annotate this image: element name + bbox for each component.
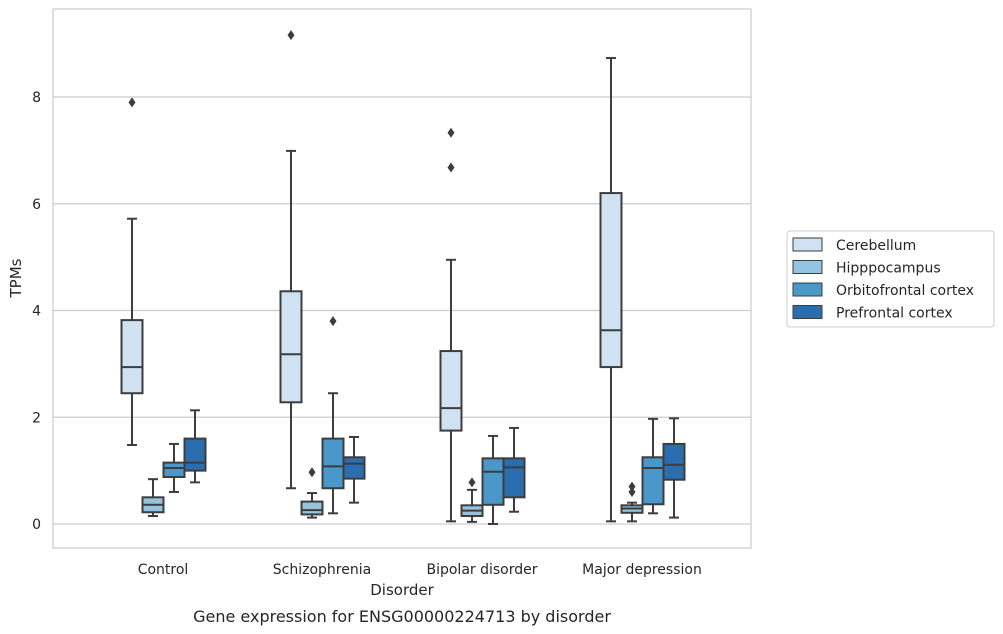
box-body: [183, 437, 207, 472]
box-body: [599, 192, 623, 369]
y-gridlines: [53, 96, 751, 525]
boxes-layer: [120, 30, 686, 525]
legend-swatch: [792, 282, 823, 297]
y-tick-label-4: 4: [32, 304, 41, 320]
box-hipppocampus-3: [460, 477, 484, 523]
outlier-point: [329, 316, 337, 327]
box-orbitofrontal-cortex-4: [641, 417, 665, 515]
y-tick-label-6: 6: [32, 197, 41, 213]
y-tick-labels: 0 2 4 6 8: [32, 90, 41, 533]
box-body: [162, 461, 186, 479]
legend-swatch: [792, 260, 823, 274]
box-body: [662, 442, 686, 481]
y-axis-title: TPMs: [7, 258, 25, 298]
box-orbitofrontal-cortex-3: [481, 434, 505, 525]
box-prefrontal-cortex-1: [183, 409, 207, 484]
box-body: [481, 457, 505, 506]
box-cerebellum-2: [279, 30, 303, 490]
box-hipppocampus-2: [300, 467, 324, 519]
x-tick-label: Control: [138, 562, 189, 578]
outlier-point: [628, 481, 636, 492]
x-tick-label: Schizophrenia: [273, 562, 371, 578]
legend-label: Hipppocampus: [836, 261, 941, 277]
outlier-point: [308, 467, 316, 478]
legend-swatch: [792, 237, 823, 252]
box-body: [641, 456, 665, 506]
box-body: [502, 457, 526, 499]
plot-frame: [52, 8, 752, 549]
box-prefrontal-cortex-2: [342, 435, 366, 504]
outlier-point: [468, 477, 476, 488]
legend-label: Prefrontal cortex: [836, 306, 953, 322]
legend-swatch: [792, 305, 823, 319]
plot-background: [53, 9, 751, 548]
box-body: [342, 456, 366, 480]
box-body: [321, 437, 345, 490]
box-prefrontal-cortex-4: [662, 417, 686, 519]
outlier-point: [447, 162, 455, 173]
outlier-point: [628, 486, 636, 497]
x-axis-title: Disorder: [370, 581, 434, 599]
box-prefrontal-cortex-3: [502, 426, 526, 513]
box-hipppocampus-1: [141, 478, 165, 517]
legend-frame: [786, 230, 995, 328]
box-body: [279, 290, 303, 404]
box-cerebellum-4: [599, 57, 623, 523]
y-tick-label-2: 2: [32, 410, 41, 426]
outlier-point: [447, 127, 455, 138]
box-body: [120, 319, 144, 395]
box-body: [300, 500, 324, 516]
legend-label: Cerebellum: [836, 238, 916, 254]
box-cerebellum-1: [120, 97, 144, 447]
legend-entry-hipppocampus: Hipppocampus: [792, 260, 941, 277]
box-hipppocampus-4: [620, 481, 644, 523]
chart-caption: Gene expression for ENSG00000224713 by d…: [193, 607, 611, 626]
x-tick-label: Bipolar disorder: [426, 562, 537, 578]
legend-entry-cerebellum: Cerebellum: [792, 237, 916, 254]
x-tick-label: Major depression: [582, 562, 702, 578]
box-body: [439, 350, 463, 432]
legend-label: Orbitofrontal cortex: [836, 283, 974, 299]
y-tick-label-8: 8: [32, 90, 41, 106]
legend: Cerebellum Hipppocampus Orbitofrontal cort…: [786, 230, 995, 328]
box-cerebellum-3: [439, 127, 463, 523]
outlier-point: [287, 30, 295, 41]
legend-entry-orbitofrontal-cortex: Orbitofrontal cortex: [792, 282, 974, 299]
outlier-point: [128, 97, 136, 108]
x-tick-labels: Control Schizophrenia Bipolar disorder Majo…: [138, 562, 702, 578]
legend-entry-prefrontal-cortex: Prefrontal cortex: [792, 305, 953, 322]
y-tick-label-0: 0: [32, 517, 41, 533]
